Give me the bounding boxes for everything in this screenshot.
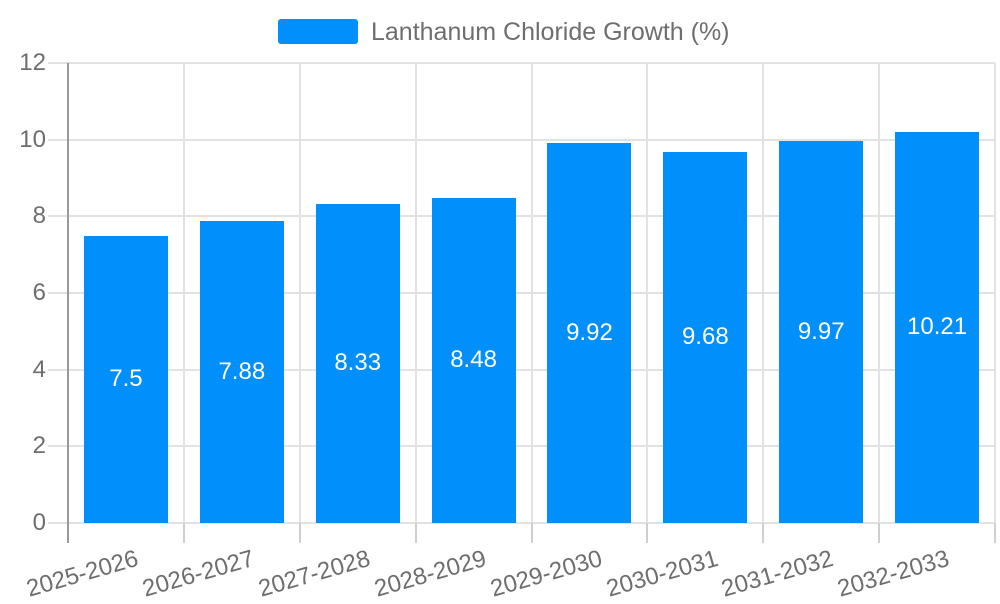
bar-value-label: 9.92 [566,318,613,346]
x-gridline [994,63,996,523]
y-gridline [48,138,995,141]
y-axis-tick-label: 10 [19,125,46,153]
legend-marker-icon [278,19,358,44]
x-gridline [646,63,649,523]
bar[interactable]: 7.88 [199,220,284,523]
y-axis-tick-label: 12 [19,49,46,76]
x-axis-category-label: 2026-2027 [139,545,258,603]
x-axis-tick [762,523,765,543]
bar[interactable]: 7.5 [83,235,168,523]
bar[interactable]: 9.68 [663,151,748,523]
bar-value-label: 9.97 [797,317,845,345]
x-axis-tick [530,523,533,543]
y-axis-tick-label: 2 [32,432,46,460]
y-axis-tick-label: 6 [32,279,46,306]
x-axis-tick [414,523,417,543]
x-gridline [182,63,185,523]
bar[interactable]: 8.48 [431,197,516,523]
bar-value-label: 10.21 [907,313,968,341]
x-gridline [414,63,417,523]
x-axis-tick [646,523,649,543]
legend[interactable]: Lanthanum Chloride Growth (%) [0,0,1000,56]
bar[interactable]: 9.92 [547,142,632,523]
bar-value-label: 7.88 [218,357,266,385]
bar[interactable]: 9.97 [779,140,864,523]
y-gridline [48,292,995,294]
x-axis-category-label: 2029-2030 [487,545,605,603]
x-axis-category-label: 2028-2029 [371,545,490,603]
x-axis-category-label: 2025-2026 [23,545,142,603]
bar[interactable]: 8.33 [315,203,400,523]
y-gridline [48,445,995,448]
x-axis-tick [878,523,881,543]
bar[interactable]: 10.21 [895,131,980,523]
y-axis-tick-label: 4 [32,355,46,383]
y-gridline [48,62,995,64]
x-axis-category-label: 2027-2028 [255,545,374,603]
x-axis-category-label: 2030-2031 [602,545,721,603]
x-axis-tick [298,523,301,543]
bar-value-label: 8.48 [450,346,497,374]
y-gridline [48,368,995,371]
x-gridline [530,63,533,523]
x-axis-category-label: 2032-2033 [834,545,953,603]
x-axis-category-label: 2031-2032 [718,545,837,603]
bar-value-label: 8.33 [334,349,382,377]
legend-label: Lanthanum Chloride Growth (%) [371,18,730,46]
y-gridline [48,522,995,524]
bar-value-label: 7.5 [109,365,143,393]
y-gridline [48,215,995,218]
x-gridline [762,63,765,523]
x-gridline [878,63,881,523]
y-axis-tick-label: 8 [32,202,46,230]
y-axis-line [67,63,69,543]
x-axis-tick [182,523,185,543]
bar-value-label: 9.68 [681,323,729,351]
x-gridline [298,63,301,523]
x-axis-tick [994,523,996,543]
y-axis-tick-label: 0 [32,509,46,536]
